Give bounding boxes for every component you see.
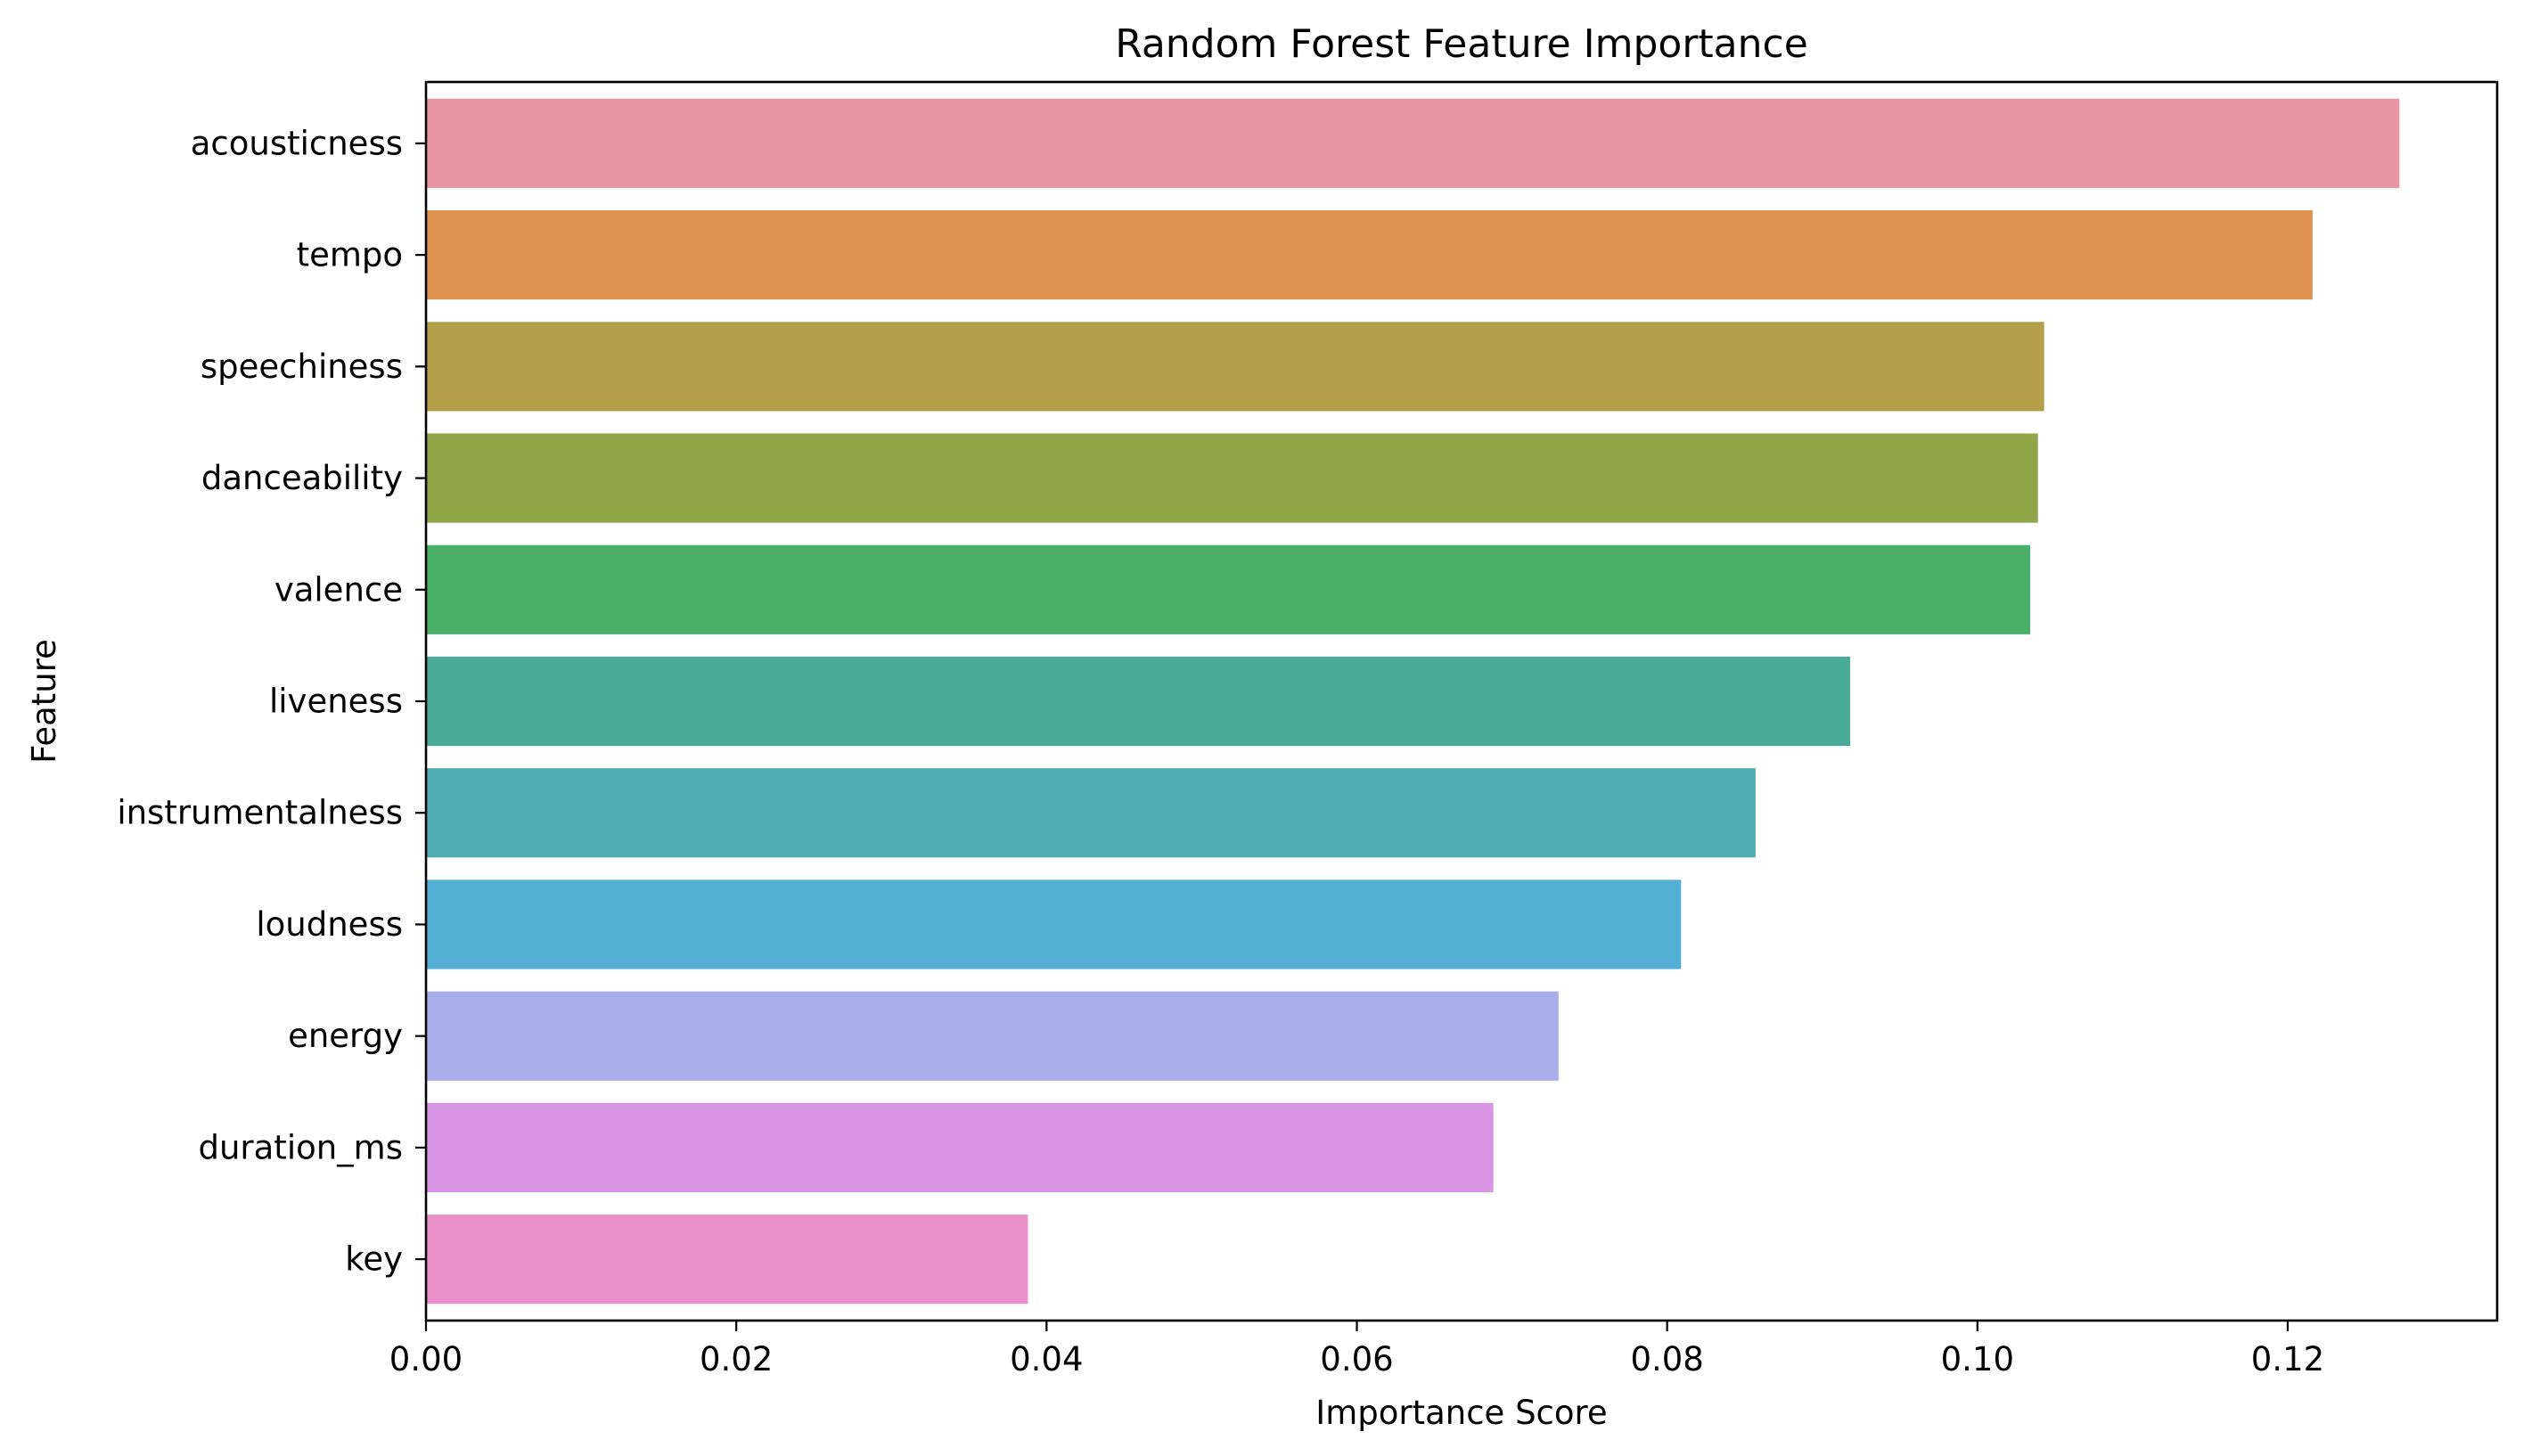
y-axis: acousticness tempo speechiness danceability… [117,124,426,1279]
bar-instrumentalness [426,768,1756,858]
y-tick-label: instrumentalness [117,794,403,832]
bar-key [426,1215,1028,1305]
bar-acousticness [426,98,2400,188]
x-tick-label: 0.00 [389,1340,463,1378]
y-tick-label: loudness [256,905,403,944]
bar-danceability [426,433,2038,523]
y-tick-label: liveness [269,683,403,721]
bar-loudness [426,879,1682,969]
chart-title: Random Forest Feature Importance [1115,21,1808,67]
bar-tempo [426,210,2313,300]
x-tick-label: 0.10 [1941,1340,2014,1378]
y-tick-label: acousticness [191,124,403,162]
bars-layer [426,98,2400,1305]
y-tick-label: duration_ms [198,1128,403,1166]
bar-energy [426,991,1559,1081]
bar-duration-ms [426,1102,1494,1192]
bar-liveness [426,656,1851,747]
x-tick-label: 0.12 [2251,1340,2324,1378]
plot-frame [424,80,2499,1322]
y-tick-label: valence [274,570,403,609]
y-tick-label: danceability [201,459,403,497]
x-tick-label: 0.04 [1010,1340,1083,1378]
x-axis: 0.00 0.02 0.04 0.06 0.08 0.10 0.12 [389,1321,2324,1378]
y-tick-label: tempo [297,236,403,274]
y-tick-label: key [345,1240,403,1279]
bar-valence [426,544,2031,634]
y-axis-label: Feature [25,639,63,764]
bar-speechiness [426,322,2044,412]
y-tick-label: speechiness [201,348,403,386]
x-axis-label: Importance Score [1315,1394,1607,1432]
x-tick-label: 0.06 [1320,1340,1393,1378]
x-tick-label: 0.02 [700,1340,773,1378]
x-tick-label: 0.08 [1630,1340,1703,1378]
y-tick-label: energy [288,1017,403,1055]
